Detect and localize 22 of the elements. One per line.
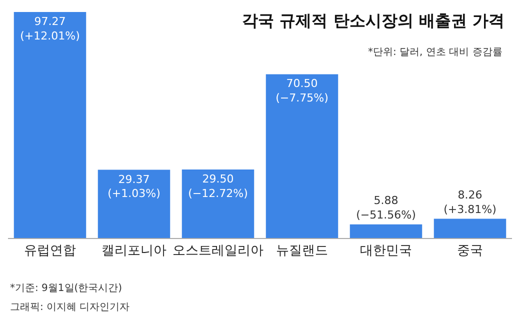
data-label: 70.50 (−7.75%)	[276, 77, 328, 104]
data-label: 8.26 (+3.81%)	[444, 188, 496, 216]
text: 그래픽: 이지혜 디자인기자	[10, 302, 130, 313]
data-label: 5.88 (−51.56%)	[356, 194, 416, 222]
bar	[350, 224, 422, 238]
data-label: 97.27 (+12.01%)	[20, 15, 80, 42]
x-tick-label: 캘리포니아	[102, 244, 166, 259]
data-label: 29.50 (−12.72%)	[188, 172, 248, 200]
x-tick-label: 중국	[457, 244, 483, 259]
x-tick-label: 오스트레일리아	[172, 244, 264, 259]
bar	[266, 74, 338, 238]
bar	[182, 169, 254, 238]
text: *기준: 9월1일(한국시간)	[10, 283, 122, 294]
text: *단위: 달러, 연초 대비 증감률	[368, 47, 502, 58]
x-tick-label: 뉴질랜드	[276, 244, 328, 259]
bar	[98, 170, 170, 238]
bar	[434, 218, 506, 238]
bar	[14, 12, 86, 238]
x-tick-label: 유럽연합	[24, 244, 76, 259]
chart-title: 각국 규제적 탄소시장의 배출권 가격	[242, 10, 504, 30]
data-label: 29.37 (+1.03%)	[108, 172, 160, 200]
x-tick-label: 대한민국	[360, 244, 412, 259]
